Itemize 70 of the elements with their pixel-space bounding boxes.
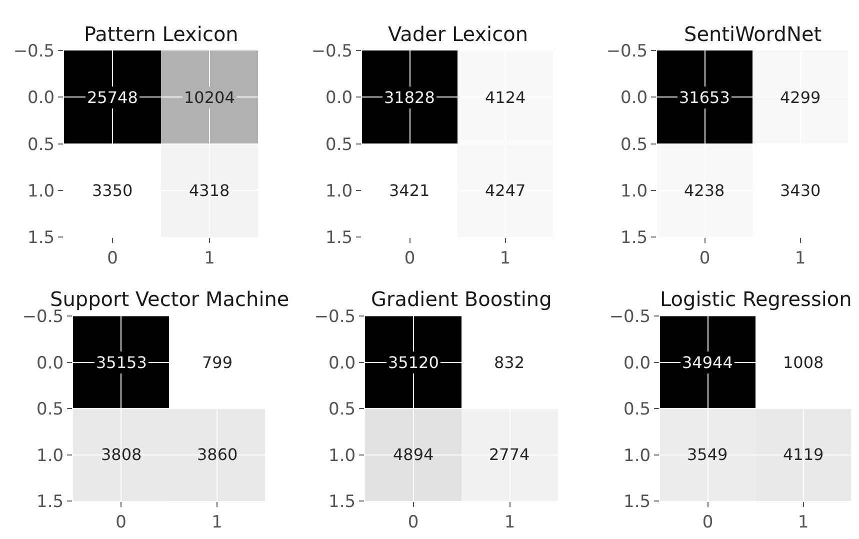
data-label: 4894 [393,445,434,464]
chart-title: SentiWordNet [684,22,822,46]
data-label: 10204 [184,88,235,107]
chart-title: Logistic Regression [660,287,852,311]
data-label: 31828 [384,88,435,107]
data-label: 3350 [92,181,133,200]
y-tick-label: 1.5 [36,492,64,512]
data-label: 4124 [485,88,526,107]
y-tick-label: 1.5 [326,228,353,248]
data-label: 2774 [489,445,530,464]
data-label: 4247 [485,181,526,200]
y-tick-label: 0.5 [326,134,353,155]
x-tick-label: 1 [500,248,511,269]
y-tick-label: 1.0 [328,446,356,466]
y-tick-label: 1.0 [624,446,651,466]
x-tick-label: 1 [794,248,806,269]
data-label: 3808 [101,445,142,464]
y-tick-label: 1.5 [328,492,356,512]
y-tick-label: 1.0 [620,181,648,202]
y-tick-label: 0.0 [28,88,55,108]
data-label: 34944 [682,353,733,372]
data-label: 799 [202,353,233,372]
y-tick-label: 1.5 [620,228,648,248]
x-tick-label: 1 [204,248,215,269]
y-tick-label: 0.5 [36,400,64,420]
y-tick-label: −0.5 [311,41,353,62]
y-tick-label: 0.0 [620,88,648,108]
x-tick-label: 0 [404,248,416,269]
y-tick-label: 1.5 [624,492,651,512]
y-tick-label: 0.5 [624,400,651,420]
y-tick-label: 1.5 [28,228,55,248]
y-tick-label: 1.0 [28,181,55,202]
y-tick-label: −0.5 [13,41,55,62]
x-tick-label: 0 [702,512,714,532]
y-tick-label: 0.0 [326,88,353,108]
y-tick-label: −0.5 [606,41,648,62]
data-label: 4318 [189,181,230,200]
data-label: 4299 [780,88,821,107]
data-label: 1008 [783,353,824,372]
data-label: 35153 [96,353,147,372]
data-label: 35120 [388,353,439,372]
y-tick-label: −0.5 [609,307,651,328]
data-label: 3860 [197,445,238,464]
y-tick-label: 0.5 [620,134,648,155]
data-label: 832 [494,353,525,372]
data-label: 31653 [679,88,730,107]
x-tick-label: 1 [798,512,809,532]
x-tick-label: 0 [116,512,126,532]
y-tick-label: 0.0 [328,353,356,374]
y-tick-label: 1.0 [326,181,353,202]
y-tick-label: 0.0 [36,353,64,374]
data-label: 25748 [87,88,138,107]
chart-title: Gradient Boosting [371,287,552,311]
y-tick-label: 0.0 [624,353,651,374]
data-label: 3421 [389,181,430,200]
x-tick-label: 0 [408,512,419,532]
data-label: 4238 [684,181,725,200]
y-tick-label: 1.0 [36,446,64,466]
y-tick-label: −0.5 [314,307,356,328]
x-tick-label: 0 [699,248,710,269]
data-label: 4119 [783,445,824,464]
y-tick-label: 0.5 [28,134,55,155]
chart-title: Vader Lexicon [388,22,528,46]
y-tick-label: 0.5 [328,400,356,420]
x-tick-label: 1 [504,512,516,532]
data-label: 3549 [687,445,728,464]
data-label: 3430 [780,181,821,200]
chart-title: Pattern Lexicon [84,22,238,46]
x-tick-label: 0 [107,248,118,269]
x-tick-label: 1 [212,512,222,532]
